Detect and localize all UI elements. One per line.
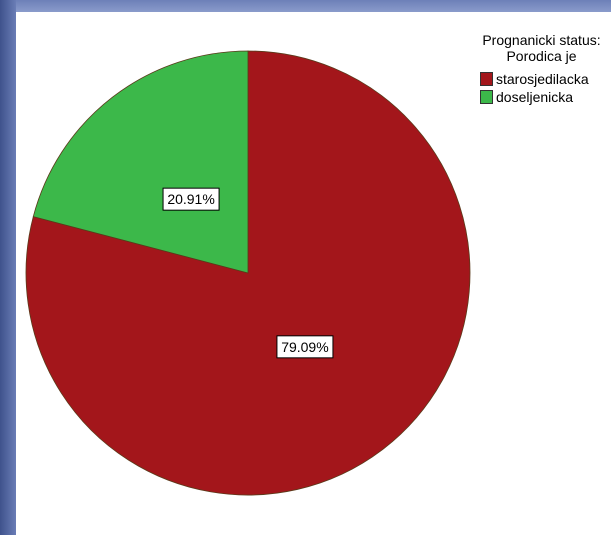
legend: Prognanicki status: Porodica je starosje… — [472, 32, 611, 106]
legend-title-line-2: Porodica je — [506, 48, 577, 64]
pie-label-box-doseljenicka — [162, 187, 220, 211]
pie-label-starosjedilacka: 79.09% — [276, 335, 334, 359]
legend-label-starosjedilacka: starosjedilacka — [496, 71, 589, 87]
legend-item-doseljenicka: doseljenicka — [480, 88, 611, 106]
pie-slice-doseljenicka — [32, 50, 249, 274]
legend-item-starosjedilacka: starosjedilacka — [480, 70, 611, 88]
legend-title: Prognanicki status: Porodica je — [472, 32, 611, 64]
legend-title-line-1: Prognanicki status: — [482, 32, 601, 48]
pie-chart: 79.09% 20.91% — [25, 50, 471, 496]
window-frame-left — [0, 0, 16, 535]
pie-label-box-starosjedilacka — [276, 335, 334, 359]
pie-label-text-doseljenicka: 20.91% — [167, 191, 214, 207]
pie-label-text-starosjedilacka: 79.09% — [281, 339, 328, 355]
legend-swatch-starosjedilacka — [480, 72, 493, 86]
window-frame-top — [0, 0, 611, 12]
legend-swatch-doseljenicka — [480, 90, 493, 104]
pie-label-doseljenicka: 20.91% — [162, 187, 220, 211]
chart-panel: 79.09% 20.91% Prognanicki status: Porodic… — [16, 12, 611, 535]
legend-label-doseljenicka: doseljenicka — [496, 89, 574, 105]
